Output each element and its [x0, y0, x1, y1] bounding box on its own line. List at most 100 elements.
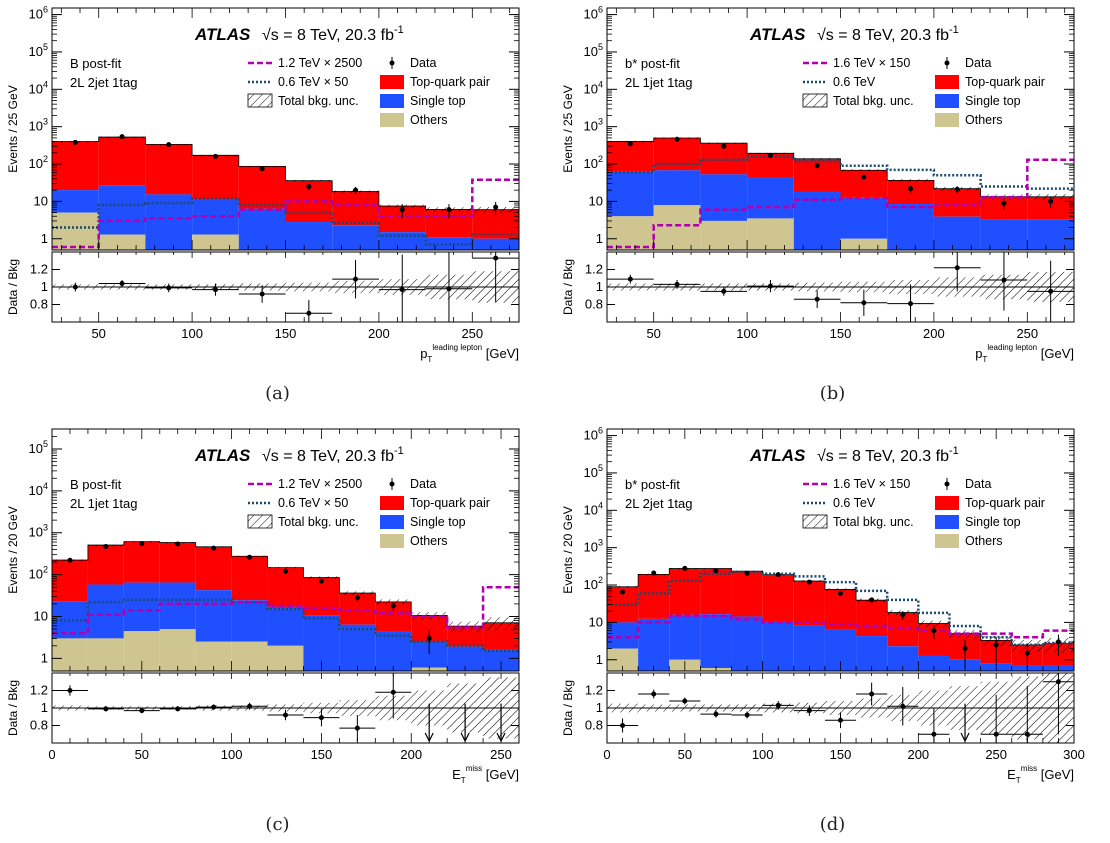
region-label-1: b* post-fit [625, 56, 680, 71]
legend-sig-heavy-label: 1.2 TeV × 2500 [278, 477, 362, 491]
ttbar-bar [52, 560, 88, 602]
y-tick-label: 10 [34, 193, 48, 208]
ratio-point [674, 281, 680, 287]
data-point [493, 204, 499, 210]
x-label-unit: [GeV] [482, 346, 519, 361]
x-axis-label: ETmiss [GeV] [452, 764, 519, 785]
others-bar [607, 648, 639, 671]
ratio-arrow-head [460, 732, 470, 743]
singletop-bar [1027, 219, 1074, 250]
others-bar [98, 234, 146, 250]
singletop-bar [793, 625, 825, 671]
y-tick-base: 10 [584, 81, 598, 96]
ratio-point [806, 708, 812, 714]
y-tick-exp: 5 [598, 463, 603, 473]
others-bar [192, 234, 239, 250]
x-label-sub: T [427, 355, 432, 364]
bkg-total-outline [607, 137, 1074, 198]
ttbar-bar [607, 141, 654, 172]
ratio-point [651, 691, 657, 697]
x-label-main: p [975, 346, 982, 361]
atlas-label: ATLAS [194, 25, 251, 44]
legend-singletop-swatch [935, 94, 959, 108]
ratio-point [306, 310, 312, 316]
ratio-point [900, 703, 906, 709]
data-point [1024, 650, 1030, 656]
energy-label: √s = 8 TeV, 20.3 fb-1 [262, 445, 404, 465]
ratio-arrow-head [496, 732, 506, 743]
ratio-point [838, 717, 843, 723]
y-tick-label: 10 [589, 614, 603, 629]
legend-singletop-label: Single top [410, 94, 466, 108]
y-tick-base: 10 [589, 614, 603, 629]
singletop-bar [87, 584, 124, 639]
y-tick-label: 1 [41, 650, 48, 665]
atlas-text: ATLAS [194, 446, 251, 465]
legend-ttbar-label: Top-quark pair [965, 75, 1045, 89]
y-tick-exp: 2 [598, 575, 603, 585]
x-axis-label: pTleading lepton [GeV] [420, 343, 519, 364]
x-tick-label: 50 [678, 747, 692, 762]
chart-panel-a: 1 10 102 103 104 105 106 Events / 25 GeV ATLAS √s… [0, 0, 555, 421]
x-axis-label: pTleading lepton [GeV] [975, 343, 1074, 364]
legend-others-label: Others [410, 534, 448, 548]
ratio-y-tick-label: 1 [41, 700, 48, 715]
ttbar-bar [856, 600, 888, 637]
singletop-bar [483, 649, 519, 671]
ratio-point [353, 276, 359, 282]
y-tick-label: 103 [29, 523, 48, 540]
energy-label: √s = 8 TeV, 20.3 fb-1 [817, 24, 959, 44]
y-tick-base: 10 [29, 567, 43, 582]
ratio-point [247, 703, 253, 709]
singletop-bar [339, 624, 376, 671]
data-point [908, 186, 914, 192]
legend-unc-swatch [802, 514, 828, 529]
ratio-point [211, 704, 217, 710]
y-tick-exp: 6 [598, 426, 603, 436]
chart-panel-c: 1 10 102 103 104 105 Events / 20 GeV ATLAS √s = … [0, 421, 555, 842]
y-tick-base: 10 [584, 119, 598, 134]
x-tick-label: 200 [368, 326, 390, 341]
x-label-unit: [GeV] [482, 767, 519, 782]
y-tick-label: 102 [584, 154, 603, 171]
singletop-bar [980, 219, 1028, 250]
atlas-text: ATLAS [749, 25, 806, 44]
legend-singletop-label: Single top [965, 94, 1021, 108]
data-point [211, 545, 217, 551]
x-label-sup: leading lepton [432, 343, 482, 352]
x-tick-label: 200 [907, 747, 929, 762]
energy-text: √s = 8 TeV, 20.3 fb [262, 448, 394, 465]
data-point [993, 642, 999, 648]
ratio-point [390, 689, 396, 695]
ratio-point [1048, 288, 1054, 294]
ttbar-bar [332, 191, 379, 226]
ratio-y-tick-label: 1 [596, 700, 603, 715]
ttbar-bar [87, 545, 124, 585]
ratio-point [682, 698, 688, 704]
y-tick-base: 10 [29, 7, 43, 22]
singletop-bar [840, 197, 888, 239]
ratio-point [713, 711, 719, 717]
legend-ttbar-label: Top-quark pair [410, 496, 490, 510]
y-tick-base: 1 [596, 231, 603, 246]
x-tick-label: 200 [400, 747, 422, 762]
y-tick-label: 105 [584, 463, 603, 480]
data-point [166, 142, 172, 148]
bkg-total-outline [52, 136, 519, 211]
panel-label-a: (a) [265, 383, 290, 404]
x-label-unit: [GeV] [1037, 767, 1074, 782]
data-point [674, 136, 680, 142]
ratio-y-tick-label: 1.2 [585, 683, 603, 698]
ttbar-bar [303, 577, 340, 616]
ttbar-bar [1027, 196, 1074, 220]
x-tick-label: 50 [91, 326, 105, 341]
ratio-point [67, 688, 73, 693]
ratio-y-tick-label: 0.8 [585, 297, 603, 312]
legend-ttbar-swatch [935, 75, 959, 89]
singletop-bar [195, 590, 232, 642]
legend-others-label: Others [410, 113, 448, 127]
ttbar-bar [840, 170, 888, 198]
ratio-y-tick-label: 0.8 [30, 718, 48, 733]
x-tick-label: 300 [1063, 747, 1085, 762]
